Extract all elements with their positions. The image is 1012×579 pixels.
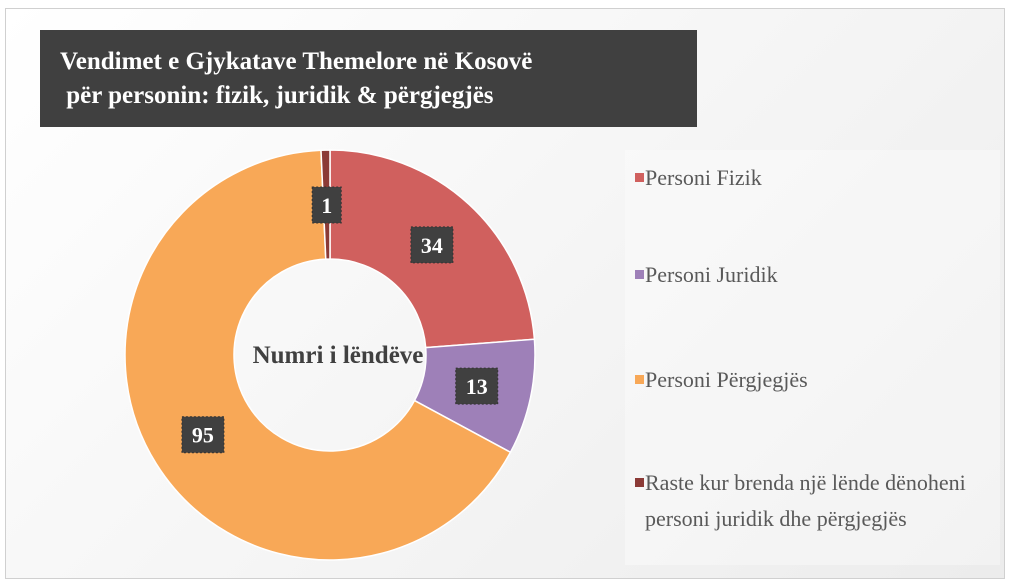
legend-swatch [635,270,644,279]
donut-slice [124,149,512,561]
legend: Personi Fizik Personi Juridik Personi Përg… [625,150,1000,565]
data-label-box [455,367,499,405]
data-label: 13 [466,374,488,399]
legend-swatch [635,478,644,487]
data-label-box [410,226,454,264]
legend-label: Personi Përgjegjës [645,367,808,392]
legend-label: Personi Juridik [645,262,778,287]
legend-item: Personi Fizik [635,160,995,196]
legend-item: Personi Përgjegjës [635,362,995,398]
data-label: 95 [192,423,214,448]
legend-swatch [635,375,644,384]
chart-title: Vendimet e Gjykatave Themelore në Kosovë… [40,30,697,127]
legend-label: Raste kur brenda një lënde dënoheni pers… [645,470,966,531]
data-label-box [181,416,225,454]
legend-label: Personi Fizik [645,165,762,190]
legend-item: Personi Juridik [635,257,995,293]
legend-swatch [635,173,644,182]
center-label: Numri i lëndëve [253,342,424,369]
title-line: Vendimet e Gjykatave Themelore në Kosovë [60,48,533,75]
title-line: për personin: fizik, juridik & përgjegjë… [60,82,494,109]
legend-item: Raste kur brenda një lënde dënoheni pers… [635,465,995,537]
data-label: 34 [421,233,443,258]
data-label: 1 [321,193,332,218]
data-label-box [311,186,342,224]
